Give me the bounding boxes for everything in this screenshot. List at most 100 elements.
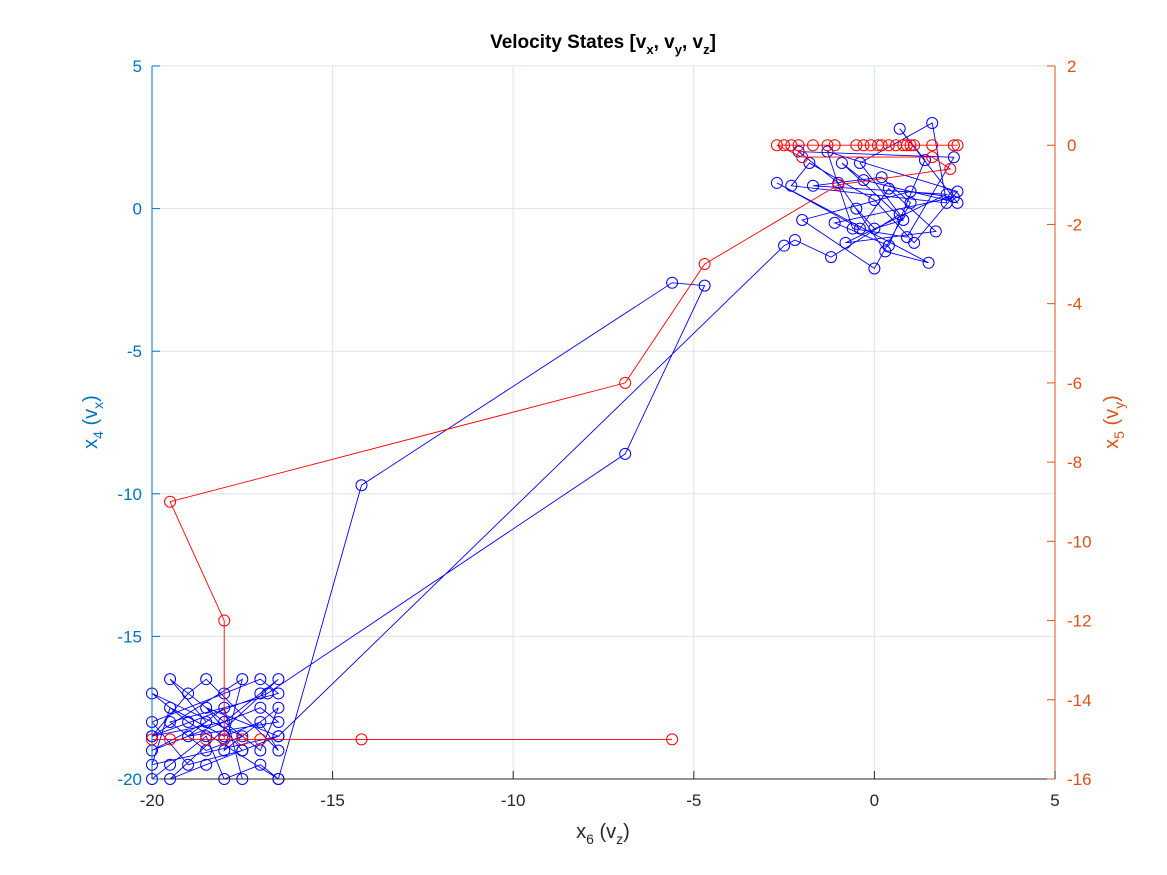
data-point: [182, 687, 195, 700]
data-point: [893, 208, 906, 221]
data-point: [947, 139, 960, 152]
data-point: [926, 139, 939, 152]
data-point: [900, 139, 913, 152]
data-point: [850, 202, 863, 215]
chart-title: Velocity States [vx, vy, vz]: [490, 32, 716, 57]
axes: [151, 65, 1056, 780]
data-point: [254, 733, 267, 746]
data-point: [619, 447, 632, 460]
y-left-tick-label: 0: [133, 200, 142, 219]
y-right-tick-label: -4: [1067, 295, 1082, 314]
data-point: [778, 139, 791, 152]
data-point: [882, 182, 895, 195]
data-point: [164, 495, 177, 508]
data-point: [796, 214, 809, 227]
data-point: [770, 139, 783, 152]
data-point: [254, 687, 267, 700]
y-axis-right-label: x5 (vy): [1101, 395, 1127, 449]
y-right-tick-label: -16: [1067, 770, 1092, 789]
data-point: [904, 185, 917, 198]
data-point: [200, 715, 213, 728]
data-point: [792, 139, 805, 152]
data-point: [868, 262, 881, 275]
data-point: [868, 222, 881, 235]
y-left-tick-label: 5: [133, 57, 142, 76]
data-point: [821, 139, 834, 152]
y-right-tick-label: -10: [1067, 532, 1092, 551]
data-point: [200, 701, 213, 714]
data-point: [785, 139, 798, 152]
data-point: [806, 139, 819, 152]
data-point: [698, 279, 711, 292]
data-point: [164, 673, 177, 686]
y-axis-left-label: x4 (vx): [80, 395, 106, 449]
data-point: [666, 276, 679, 289]
data-point: [164, 715, 177, 728]
data-point: [918, 154, 931, 167]
data-point: [788, 233, 801, 246]
data-point: [828, 139, 841, 152]
x-tick-label: -5: [686, 791, 701, 810]
data-point: [904, 139, 917, 152]
y-left-tick-label: -20: [117, 770, 142, 789]
data-point: [832, 178, 845, 191]
y-right-tick-label: -8: [1067, 453, 1082, 472]
data-point: [853, 222, 866, 235]
data-point: [806, 179, 819, 192]
data-point: [200, 758, 213, 771]
data-point: [839, 236, 852, 249]
data-point: [828, 216, 841, 229]
data-point: [236, 730, 249, 743]
data-point: [182, 730, 195, 743]
data-point: [272, 673, 285, 686]
data-point: [355, 479, 368, 492]
data-point: [236, 673, 249, 686]
y-right-tick-label: 0: [1067, 136, 1076, 155]
x-tick-label: -20: [140, 791, 165, 810]
data-point: [272, 730, 285, 743]
series-layer: [146, 117, 964, 785]
data-point: [900, 231, 913, 244]
data-point: [875, 139, 888, 152]
data-point: [922, 256, 935, 269]
x-tick-label: -15: [320, 791, 345, 810]
series-line-left: [151, 122, 959, 780]
data-point: [875, 171, 888, 184]
data-point: [261, 687, 274, 700]
data-point: [926, 117, 939, 130]
x-tick-label: 5: [1050, 791, 1059, 810]
data-point: [951, 196, 964, 209]
y-right-tick-label: -12: [1067, 612, 1092, 631]
tick-labels: -20 -15 -10 -5 0 5-20-15-10-505-16-14-12-10-8…: [117, 57, 1091, 810]
data-point: [200, 673, 213, 686]
data-point: [882, 139, 895, 152]
plot-area: [152, 66, 1055, 779]
data-point: [857, 139, 870, 152]
data-point: [908, 139, 921, 152]
data-point: [947, 191, 960, 204]
data-point: [879, 245, 892, 258]
data-point: [619, 376, 632, 389]
data-point: [272, 701, 285, 714]
data-point: [778, 239, 791, 252]
data-point: [951, 139, 964, 152]
data-point: [254, 701, 267, 714]
data-point: [770, 176, 783, 189]
data-point: [825, 251, 838, 264]
data-point: [796, 151, 809, 164]
data-point: [272, 744, 285, 757]
y-left-tick-label: -10: [117, 485, 142, 504]
data-point: [218, 733, 231, 746]
data-point: [200, 733, 213, 746]
data-point: [164, 701, 177, 714]
data-point: [254, 715, 267, 728]
data-point: [897, 214, 910, 227]
data-point: [200, 730, 213, 743]
x-axis-label: x6 (vz): [576, 821, 630, 847]
data-point: [698, 258, 711, 271]
y-right-tick-label: -6: [1067, 374, 1082, 393]
data-point: [355, 733, 368, 746]
data-point: [164, 733, 177, 746]
data-point: [182, 758, 195, 771]
